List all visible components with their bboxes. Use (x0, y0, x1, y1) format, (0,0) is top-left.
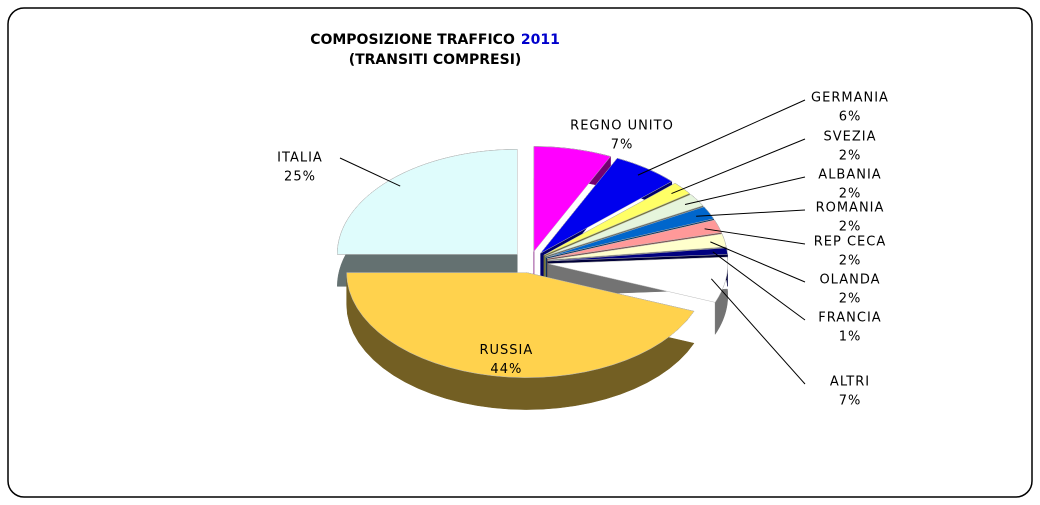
slice-label: ALBANIA (818, 168, 881, 183)
slice (540, 157, 673, 254)
value-label: 2% (839, 187, 862, 202)
slice (547, 256, 729, 303)
slice (545, 194, 704, 257)
slice-label: ALTRI (830, 375, 870, 390)
title-text: COMPOSIZIONE TRAFFICO (310, 32, 515, 48)
slice-label: FRANCIA (818, 311, 881, 326)
slice-label: SVEZIA (824, 130, 877, 145)
slice (547, 233, 727, 261)
slice (337, 149, 518, 255)
leader-line (637, 99, 806, 176)
value-label: 7% (839, 394, 862, 409)
slice (346, 272, 695, 378)
value-label: 1% (839, 330, 862, 345)
value-label: 2% (839, 292, 862, 307)
slice-label: REP CECA (814, 235, 886, 250)
chart-title: COMPOSIZIONE TRAFFICO 2011 (310, 32, 560, 48)
title-year: 2011 (521, 32, 560, 48)
value-label: 25% (284, 170, 316, 185)
leader-line (671, 138, 806, 195)
slice-label: ROMANIA (816, 201, 885, 216)
slice (543, 182, 690, 256)
chart-frame (7, 7, 1033, 498)
slice (547, 247, 728, 262)
value-label: 44% (490, 362, 522, 377)
slice (547, 219, 722, 259)
value-label: 2% (839, 254, 862, 269)
chart-subtitle: (TRANSITI COMPRESI) (349, 52, 522, 68)
slice (546, 206, 715, 258)
leader-line (704, 228, 806, 245)
leader-line (339, 157, 401, 187)
leader-line (712, 251, 806, 321)
slice-label: RUSSIA (479, 343, 533, 358)
value-label: 7% (611, 138, 634, 153)
slice-label: GERMANIA (811, 91, 889, 106)
slice-label: ITALIA (277, 151, 323, 166)
leader-line (710, 278, 806, 385)
slice-label: OLANDA (819, 273, 880, 288)
leader-line (696, 209, 806, 217)
leader-line (684, 176, 806, 205)
slice-label: REGNO UNITO (570, 119, 674, 134)
value-label: 2% (839, 220, 862, 235)
value-label: 6% (839, 110, 862, 125)
slice (533, 146, 612, 253)
leader-line (710, 241, 806, 283)
value-label: 2% (839, 149, 862, 164)
